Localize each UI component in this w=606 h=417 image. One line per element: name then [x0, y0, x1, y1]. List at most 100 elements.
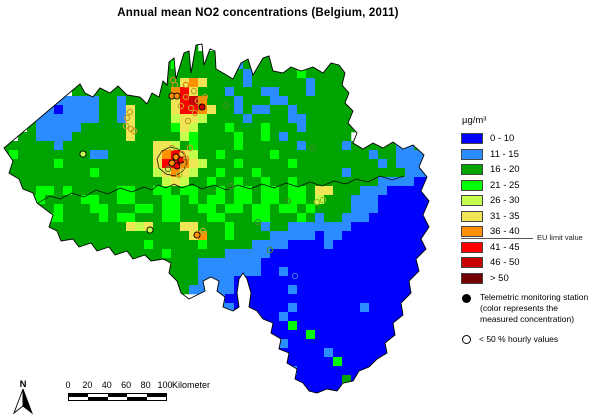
grid-cell: [306, 276, 316, 286]
grid-cell: [261, 321, 271, 331]
grid-cell: [90, 105, 100, 115]
grid-cell: [72, 141, 82, 151]
grid-cell: [315, 177, 325, 187]
grid-cell: [18, 195, 28, 205]
grid-cell: [108, 204, 118, 214]
grid-cell: [45, 177, 55, 187]
grid-cell: [216, 258, 226, 268]
grid-cell: [261, 177, 271, 187]
grid-cell: [162, 204, 172, 214]
grid-cell: [333, 276, 343, 286]
grid-cell: [324, 69, 334, 79]
grid-cell: [324, 330, 334, 340]
grid-cell: [207, 150, 217, 160]
legend-station-open: < 50 % hourly values: [461, 334, 606, 344]
grid-cell: [234, 384, 244, 393]
grid-cell: [297, 123, 307, 133]
grid-cell: [387, 366, 397, 376]
grid-cell: [315, 357, 325, 367]
station-marker-filled: [79, 150, 87, 158]
grid-cell: [333, 384, 343, 393]
grid-cell: [270, 159, 280, 169]
station-marker-open: [308, 144, 316, 152]
grid-cell: [198, 177, 208, 187]
grid-cell: [306, 384, 316, 393]
grid-cell: [108, 258, 118, 268]
grid-cell: [396, 150, 406, 160]
grid-cell: [216, 357, 226, 367]
grid-cell: [72, 258, 82, 268]
grid-cell: [261, 186, 271, 196]
grid-cell: [387, 267, 397, 277]
grid-cell: [369, 222, 379, 232]
grid-cell: [306, 159, 316, 169]
scale-bar-segment: [146, 394, 167, 400]
grid-cell: [423, 294, 429, 304]
grid-cell: [117, 186, 127, 196]
grid-cell: [198, 168, 208, 178]
grid-cell: [198, 258, 208, 268]
grid-cell: [252, 231, 262, 241]
grid-cell: [315, 303, 325, 313]
grid-cell: [405, 267, 415, 277]
grid-cell: [63, 132, 73, 142]
grid-cell: [261, 339, 271, 349]
grid-cell: [333, 321, 343, 331]
grid-cell: [297, 159, 307, 169]
grid-cell: [333, 393, 342, 402]
grid-cell: [288, 177, 298, 187]
grid-cell: [171, 168, 181, 178]
grid-cell: [324, 366, 334, 376]
grid-cell: [171, 105, 181, 115]
grid-cell: [351, 294, 361, 304]
grid-cell: [279, 141, 289, 151]
grid-cell: [4, 222, 10, 232]
grid-cell: [72, 240, 82, 250]
grid-cell: [369, 168, 379, 178]
grid-cell: [324, 186, 334, 196]
grid-cell: [333, 87, 343, 97]
grid-cell: [315, 285, 325, 295]
legend-item: 36 - 40: [461, 224, 606, 240]
grid-cell: [9, 195, 19, 205]
grid-cell: [108, 195, 118, 205]
grid-cell: [387, 384, 397, 393]
grid-cell: [216, 105, 226, 115]
grid-cell: [297, 276, 307, 286]
grid-cell: [423, 141, 429, 151]
brussels-boundary-line: [156, 146, 188, 177]
grid-cell: [216, 132, 226, 142]
grid-cell: [297, 321, 307, 331]
grid-cell: [18, 231, 28, 241]
grid-cell: [18, 132, 28, 142]
grid-cell: [45, 168, 55, 178]
station-marker-filled: [193, 231, 201, 239]
grid-cell: [342, 240, 352, 250]
grid-cell: [225, 132, 235, 142]
grid-cell: [369, 366, 379, 376]
grid-cell: [333, 132, 343, 142]
grid-cell: [207, 96, 217, 106]
grid-cell: [198, 186, 208, 196]
grid-cell: [216, 96, 226, 106]
grid-cell: [252, 69, 262, 79]
grid-cell: [207, 294, 217, 304]
grid-cell: [72, 150, 82, 160]
grid-cell: [234, 258, 244, 268]
grid-cell: [72, 195, 82, 205]
grid-cell: [378, 150, 388, 160]
grid-cell: [405, 348, 415, 358]
grid-cell: [243, 177, 253, 187]
grid-cell: [378, 384, 388, 393]
grid-cell: [198, 114, 208, 124]
grid-cell: [261, 96, 271, 106]
grid-cell: [63, 159, 73, 169]
grid-cell: [9, 150, 19, 160]
grid-cell: [315, 294, 325, 304]
grid-cell: [243, 141, 253, 151]
grid-cell: [189, 159, 199, 169]
grid-cell: [279, 60, 289, 70]
grid-cell: [261, 357, 271, 367]
grid-cell: [90, 204, 100, 214]
grid-cell: [369, 177, 379, 187]
